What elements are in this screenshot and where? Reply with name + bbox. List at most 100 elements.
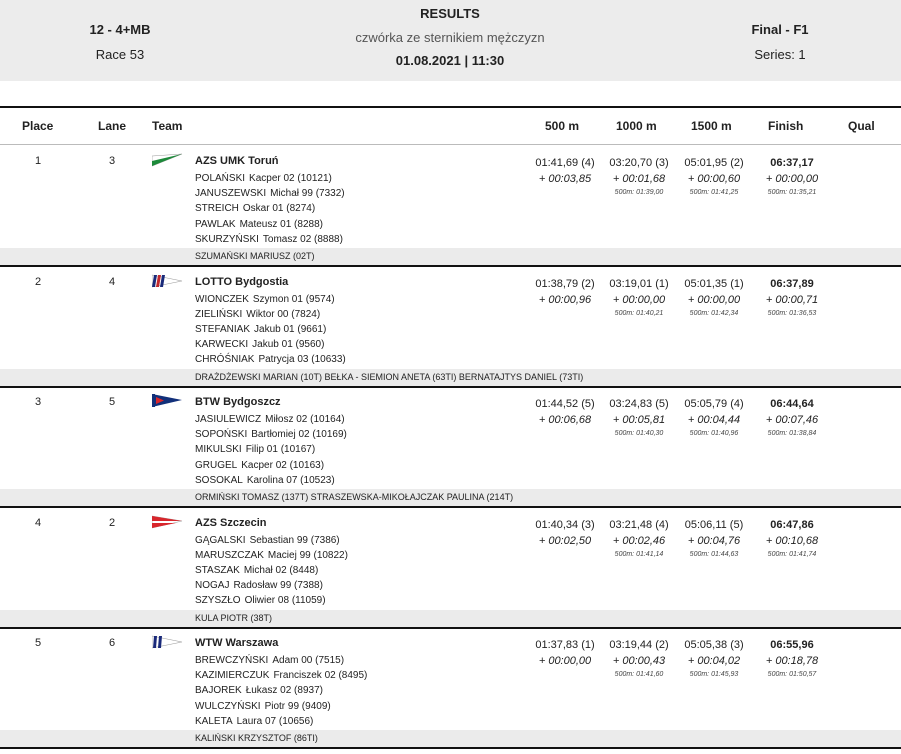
header-divider: [0, 144, 901, 145]
split-diff: + 00:01,68: [612, 173, 666, 185]
club-flag-icon: [151, 153, 184, 167]
crew-given-name: Piotr 99 (9409): [264, 700, 331, 712]
crew-member: MARUSZCZAK Maciej 99 (10822): [195, 548, 348, 563]
crew-member: NOGAJ Radosław 99 (7388): [195, 578, 323, 593]
split-time: 01:38,79 (2): [535, 277, 595, 290]
split-time: 01:37,83 (1): [535, 639, 595, 651]
crew-given-name: Szymon 01 (9574): [252, 293, 335, 305]
results-header: 12 - 4+MB Race 53 RESULTS czwórka ze ste…: [0, 0, 901, 81]
crew-surname: WIONCZEK: [195, 293, 249, 305]
team-name: AZS UMK Toruń: [195, 155, 279, 167]
split-diff: + 00:04,76: [687, 534, 741, 547]
crew-member: BAJOREK Łukasz 02 (8937): [195, 683, 323, 698]
crew-member: GRUGEL Kacper 02 (10163): [195, 458, 324, 473]
split-time: 05:01,95 (2): [684, 157, 744, 169]
crew-surname: STEFANIAK: [195, 323, 251, 335]
split-diff: + 00:02,46: [612, 534, 666, 547]
crew-surname: MIKULSKI: [195, 444, 242, 456]
crew-surname: BREWCZYŃSKI: [195, 655, 269, 666]
split-pace: 500m: 01:44,63: [689, 550, 739, 558]
crew-given-name: Franciszek 02 (8495): [273, 670, 368, 682]
crew-given-name: Kacper 02 (10121): [249, 173, 332, 184]
split-diff: + 00:00,00: [538, 655, 592, 667]
crew-surname: POLAŃSKI: [195, 173, 246, 184]
team-name: BTW Bydgoszcz: [195, 396, 281, 408]
split-time: 01:41,69 (4): [535, 157, 595, 169]
split-pace: 500m: 01:38,84: [767, 430, 817, 437]
split-time: 05:06,11 (5): [684, 518, 744, 531]
crew-given-name: Maciej 99 (10822): [267, 549, 348, 561]
split-time: 06:47,86: [770, 518, 814, 531]
split-pace: 500m: 01:41,74: [767, 550, 817, 558]
split-time: 05:05,38 (3): [684, 639, 744, 651]
split-s1000: 03:19,01 (1) + 00:00,00 500m: 01:40,21: [604, 276, 674, 320]
split-time: 06:55,96: [770, 639, 814, 651]
club-flag-icon: [151, 274, 184, 288]
coach-names: SZUMAŃSKI MARIUSZ (02T): [195, 251, 315, 261]
crew-member: WULCZYŃSKI Piotr 99 (9409): [195, 699, 331, 714]
split-time: 01:44,52 (5): [535, 398, 595, 410]
team-name: LOTTO Bydgostia: [195, 275, 289, 288]
crew-given-name: Sebastian 99 (7386): [249, 534, 340, 546]
crew-member: GĄGALSKI Sebastian 99 (7386): [195, 533, 340, 548]
crew-surname: KARWECKI: [195, 339, 249, 351]
split-time: 03:20,70 (3): [609, 157, 669, 169]
crew-member: KALETA Laura 07 (10656): [195, 714, 313, 729]
split-pace: 500m: 01:40,96: [689, 430, 739, 437]
split-finish: 06:37,17 + 00:00,00 500m: 01:35,21: [752, 155, 832, 199]
col-qual: Qual: [848, 119, 875, 133]
lane-value: 5: [108, 396, 116, 408]
crew-given-name: Bartłomiej 02 (10169): [251, 429, 347, 441]
crew-member: JANUSZEWSKI Michał 99 (7332): [195, 186, 345, 201]
col-finish: Finish: [768, 119, 804, 133]
table-row: 3 5 BTW Bydgoszcz JASIULEWICZ Miłosz 02 (101…: [0, 386, 901, 507]
crew-surname: PAWLAK: [195, 218, 236, 230]
crew-given-name: Jakub 01 (9560): [252, 339, 325, 351]
split-diff: + 00:05,81: [612, 414, 666, 426]
place-value: 5: [34, 637, 42, 649]
crew-surname: KAZIMIERCZUK: [195, 670, 270, 682]
crew-member: SOSOKAL Karolina 07 (10523): [195, 473, 335, 488]
split-finish: 06:47,86 + 00:10,68 500m: 01:41,74: [752, 517, 832, 561]
crew-member: SOPOŃSKI Bartłomiej 02 (10169): [195, 427, 347, 442]
split-diff: + 00:00,71: [765, 293, 819, 306]
split-time: 03:19,01 (1): [609, 277, 669, 290]
crew-given-name: Radosław 99 (7388): [233, 580, 323, 592]
split-pace: 500m: 01:42,34: [689, 309, 739, 317]
split-diff: + 00:02,50: [538, 534, 592, 547]
row-separator: [0, 626, 901, 629]
crew-member: CHRÓŚNIAK Patrycja 03 (10633): [195, 352, 346, 367]
split-time: 06:44,64: [770, 398, 814, 410]
col-lane: Lane: [98, 119, 127, 133]
split-diff: + 00:04,02: [687, 655, 741, 667]
table-row: 5 6 WTW Warszawa BREWCZYŃSKI Adam 00 (7515) K…: [0, 627, 901, 748]
crew-surname: STASZAK: [195, 564, 240, 576]
split-diff: + 00:03,85: [538, 173, 592, 185]
split-s1500: 05:01,95 (2) + 00:00,60 500m: 01:41,25: [679, 155, 749, 199]
crew-surname: NOGAJ: [195, 580, 230, 592]
col-1500m: 1500 m: [691, 119, 732, 133]
crew-member: KAZIMIERCZUK Franciszek 02 (8495): [195, 668, 367, 683]
split-pace: 500m: 01:45,93: [689, 671, 739, 678]
split-time: 06:37,17: [770, 157, 814, 169]
crew-member: POLAŃSKI Kacper 02 (10121): [195, 171, 332, 186]
crew-given-name: Kacper 02 (10163): [241, 459, 325, 471]
table-top-rule: [0, 106, 901, 108]
split-s1500: 05:05,79 (4) + 00:04,44 500m: 01:40,96: [679, 396, 749, 440]
split-s1000: 03:24,83 (5) + 00:05,81 500m: 01:40,30: [604, 396, 674, 440]
crew-member: ZIELIŃSKI Wiktor 00 (7824): [195, 307, 320, 322]
table-row: 4 2 AZS Szczecin GĄGALSKI Sebastian 99 (7386…: [0, 507, 901, 628]
crew-given-name: Filip 01 (10167): [245, 444, 316, 456]
split-pace: 500m: 01:36,53: [767, 309, 817, 317]
lane-value: 2: [108, 516, 116, 529]
split-finish: 06:44,64 + 00:07,46 500m: 01:38,84: [752, 396, 832, 440]
split-finish: 06:55,96 + 00:18,78 500m: 01:50,57: [752, 637, 832, 681]
split-time: 06:37,89: [770, 277, 814, 290]
crew-given-name: Oskar 01 (8274): [242, 203, 316, 215]
coach-bar: KULA PIOTR (38T): [0, 609, 901, 627]
crew-member: WIONCZEK Szymon 01 (9574): [195, 292, 335, 307]
split-s1500: 05:06,11 (5) + 00:04,76 500m: 01:44,63: [679, 517, 749, 561]
crew-member: SZYSZŁO Oliwier 08 (11059): [195, 593, 326, 608]
crew-member: JASIULEWICZ Miłosz 02 (10164): [195, 412, 345, 427]
lane-value: 6: [108, 637, 116, 649]
